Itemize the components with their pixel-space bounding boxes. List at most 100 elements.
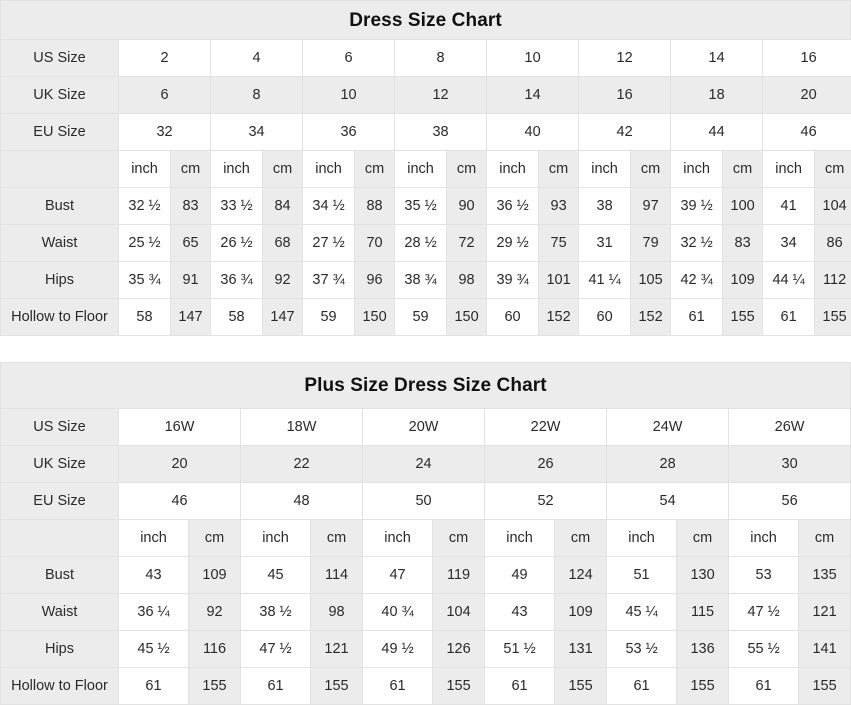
measurement-cell-inch: 34 xyxy=(763,225,815,262)
size-cell: 22 xyxy=(241,446,363,483)
measurement-cell-cm: 97 xyxy=(631,188,671,225)
size-cell: 16 xyxy=(763,40,851,77)
size-cell: 50 xyxy=(363,483,485,520)
size-cell: 10 xyxy=(303,77,395,114)
unit-header-cm: cm xyxy=(723,151,763,188)
unit-header-cm: cm xyxy=(677,520,729,557)
row-label-hips: Hips xyxy=(1,262,119,299)
measurement-cell-cm: 152 xyxy=(631,299,671,336)
measurement-cell-inch: 47 ½ xyxy=(241,631,311,668)
size-cell: 20 xyxy=(763,77,851,114)
row-label-us-size: US Size xyxy=(1,40,119,77)
row-label-bust: Bust xyxy=(1,188,119,225)
measurement-cell-cm: 155 xyxy=(189,668,241,705)
measurement-cell-cm: 92 xyxy=(263,262,303,299)
unit-header-inch: inch xyxy=(671,151,723,188)
measurement-cell-inch: 61 xyxy=(763,299,815,336)
table-gap xyxy=(0,336,851,362)
unit-header-cm: cm xyxy=(433,520,485,557)
measurement-cell-inch: 25 ½ xyxy=(119,225,171,262)
measurement-cell-inch: 61 xyxy=(607,668,677,705)
unit-header-cm: cm xyxy=(263,151,303,188)
unit-header-inch: inch xyxy=(579,151,631,188)
measurement-cell-inch: 38 xyxy=(579,188,631,225)
measurement-cell-cm: 152 xyxy=(539,299,579,336)
measurement-cell-inch: 29 ½ xyxy=(487,225,539,262)
measurement-cell-inch: 59 xyxy=(303,299,355,336)
measurement-cell-cm: 101 xyxy=(539,262,579,299)
measurement-cell-cm: 104 xyxy=(433,594,485,631)
measurement-cell-cm: 109 xyxy=(555,594,607,631)
measurement-cell-cm: 121 xyxy=(311,631,363,668)
measurement-cell-inch: 49 ½ xyxy=(363,631,433,668)
measurement-cell-inch: 61 xyxy=(671,299,723,336)
measurement-cell-inch: 35 ¾ xyxy=(119,262,171,299)
row-label-bust: Bust xyxy=(1,557,119,594)
measurement-cell-inch: 36 ¼ xyxy=(119,594,189,631)
plus-size-page-title: Plus Size Dress Size Chart xyxy=(0,362,851,408)
size-cell: 36 xyxy=(303,114,395,151)
size-cell: 16 xyxy=(579,77,671,114)
size-cell: 18 xyxy=(671,77,763,114)
unit-header-inch: inch xyxy=(395,151,447,188)
measurement-cell-cm: 70 xyxy=(355,225,395,262)
size-cell: 2 xyxy=(119,40,211,77)
measurement-cell-cm: 91 xyxy=(171,262,211,299)
measurement-cell-inch: 53 ½ xyxy=(607,631,677,668)
measurement-cell-inch: 60 xyxy=(487,299,539,336)
unit-row-label xyxy=(1,151,119,188)
row-label-waist: Waist xyxy=(1,594,119,631)
measurement-cell-inch: 33 ½ xyxy=(211,188,263,225)
measurement-cell-cm: 75 xyxy=(539,225,579,262)
measurement-cell-cm: 155 xyxy=(799,668,851,705)
measurement-cell-cm: 136 xyxy=(677,631,729,668)
unit-header-inch: inch xyxy=(763,151,815,188)
size-cell: 26W xyxy=(729,409,851,446)
measurement-cell-inch: 26 ½ xyxy=(211,225,263,262)
page-title: Dress Size Chart xyxy=(0,0,851,39)
row-label-eu-size: EU Size xyxy=(1,114,119,151)
measurement-cell-cm: 88 xyxy=(355,188,395,225)
measurement-cell-inch: 36 ¾ xyxy=(211,262,263,299)
measurement-cell-inch: 55 ½ xyxy=(729,631,799,668)
size-cell: 38 xyxy=(395,114,487,151)
measurement-cell-cm: 93 xyxy=(539,188,579,225)
size-cell: 16W xyxy=(119,409,241,446)
measurement-cell-inch: 61 xyxy=(241,668,311,705)
unit-header-inch: inch xyxy=(119,151,171,188)
measurement-cell-cm: 116 xyxy=(189,631,241,668)
unit-header-inch: inch xyxy=(485,520,555,557)
size-cell: 44 xyxy=(671,114,763,151)
size-cell: 20 xyxy=(119,446,241,483)
measurement-cell-cm: 92 xyxy=(189,594,241,631)
measurement-cell-cm: 96 xyxy=(355,262,395,299)
measurement-cell-cm: 130 xyxy=(677,557,729,594)
measurement-cell-cm: 109 xyxy=(723,262,763,299)
size-cell: 52 xyxy=(485,483,607,520)
measurement-cell-cm: 147 xyxy=(263,299,303,336)
size-cell: 6 xyxy=(303,40,395,77)
measurement-cell-cm: 72 xyxy=(447,225,487,262)
unit-header-inch: inch xyxy=(607,520,677,557)
measurement-cell-inch: 60 xyxy=(579,299,631,336)
row-label-eu-size: EU Size xyxy=(1,483,119,520)
size-cell: 4 xyxy=(211,40,303,77)
measurement-cell-inch: 43 xyxy=(119,557,189,594)
measurement-cell-cm: 115 xyxy=(677,594,729,631)
row-label-hollow-to-floor: Hollow to Floor xyxy=(1,668,119,705)
size-cell: 40 xyxy=(487,114,579,151)
measurement-cell-inch: 36 ½ xyxy=(487,188,539,225)
size-cell: 12 xyxy=(579,40,671,77)
measurement-cell-cm: 155 xyxy=(677,668,729,705)
measurement-cell-inch: 41 xyxy=(763,188,815,225)
measurement-cell-inch: 59 xyxy=(395,299,447,336)
row-label-uk-size: UK Size xyxy=(1,77,119,114)
